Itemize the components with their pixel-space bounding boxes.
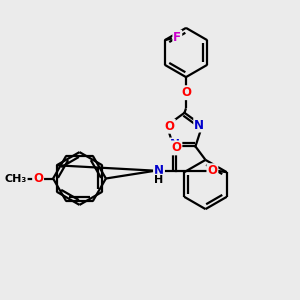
Text: N: N xyxy=(154,164,164,177)
Text: N: N xyxy=(170,138,180,152)
Text: N: N xyxy=(194,118,204,132)
Text: F: F xyxy=(173,31,181,44)
Text: H: H xyxy=(154,175,164,185)
Text: O: O xyxy=(181,86,191,99)
Text: O: O xyxy=(207,164,218,177)
Text: O: O xyxy=(165,120,175,133)
Text: O: O xyxy=(171,141,182,154)
Text: O: O xyxy=(33,172,43,185)
Text: CH₃: CH₃ xyxy=(4,173,27,184)
